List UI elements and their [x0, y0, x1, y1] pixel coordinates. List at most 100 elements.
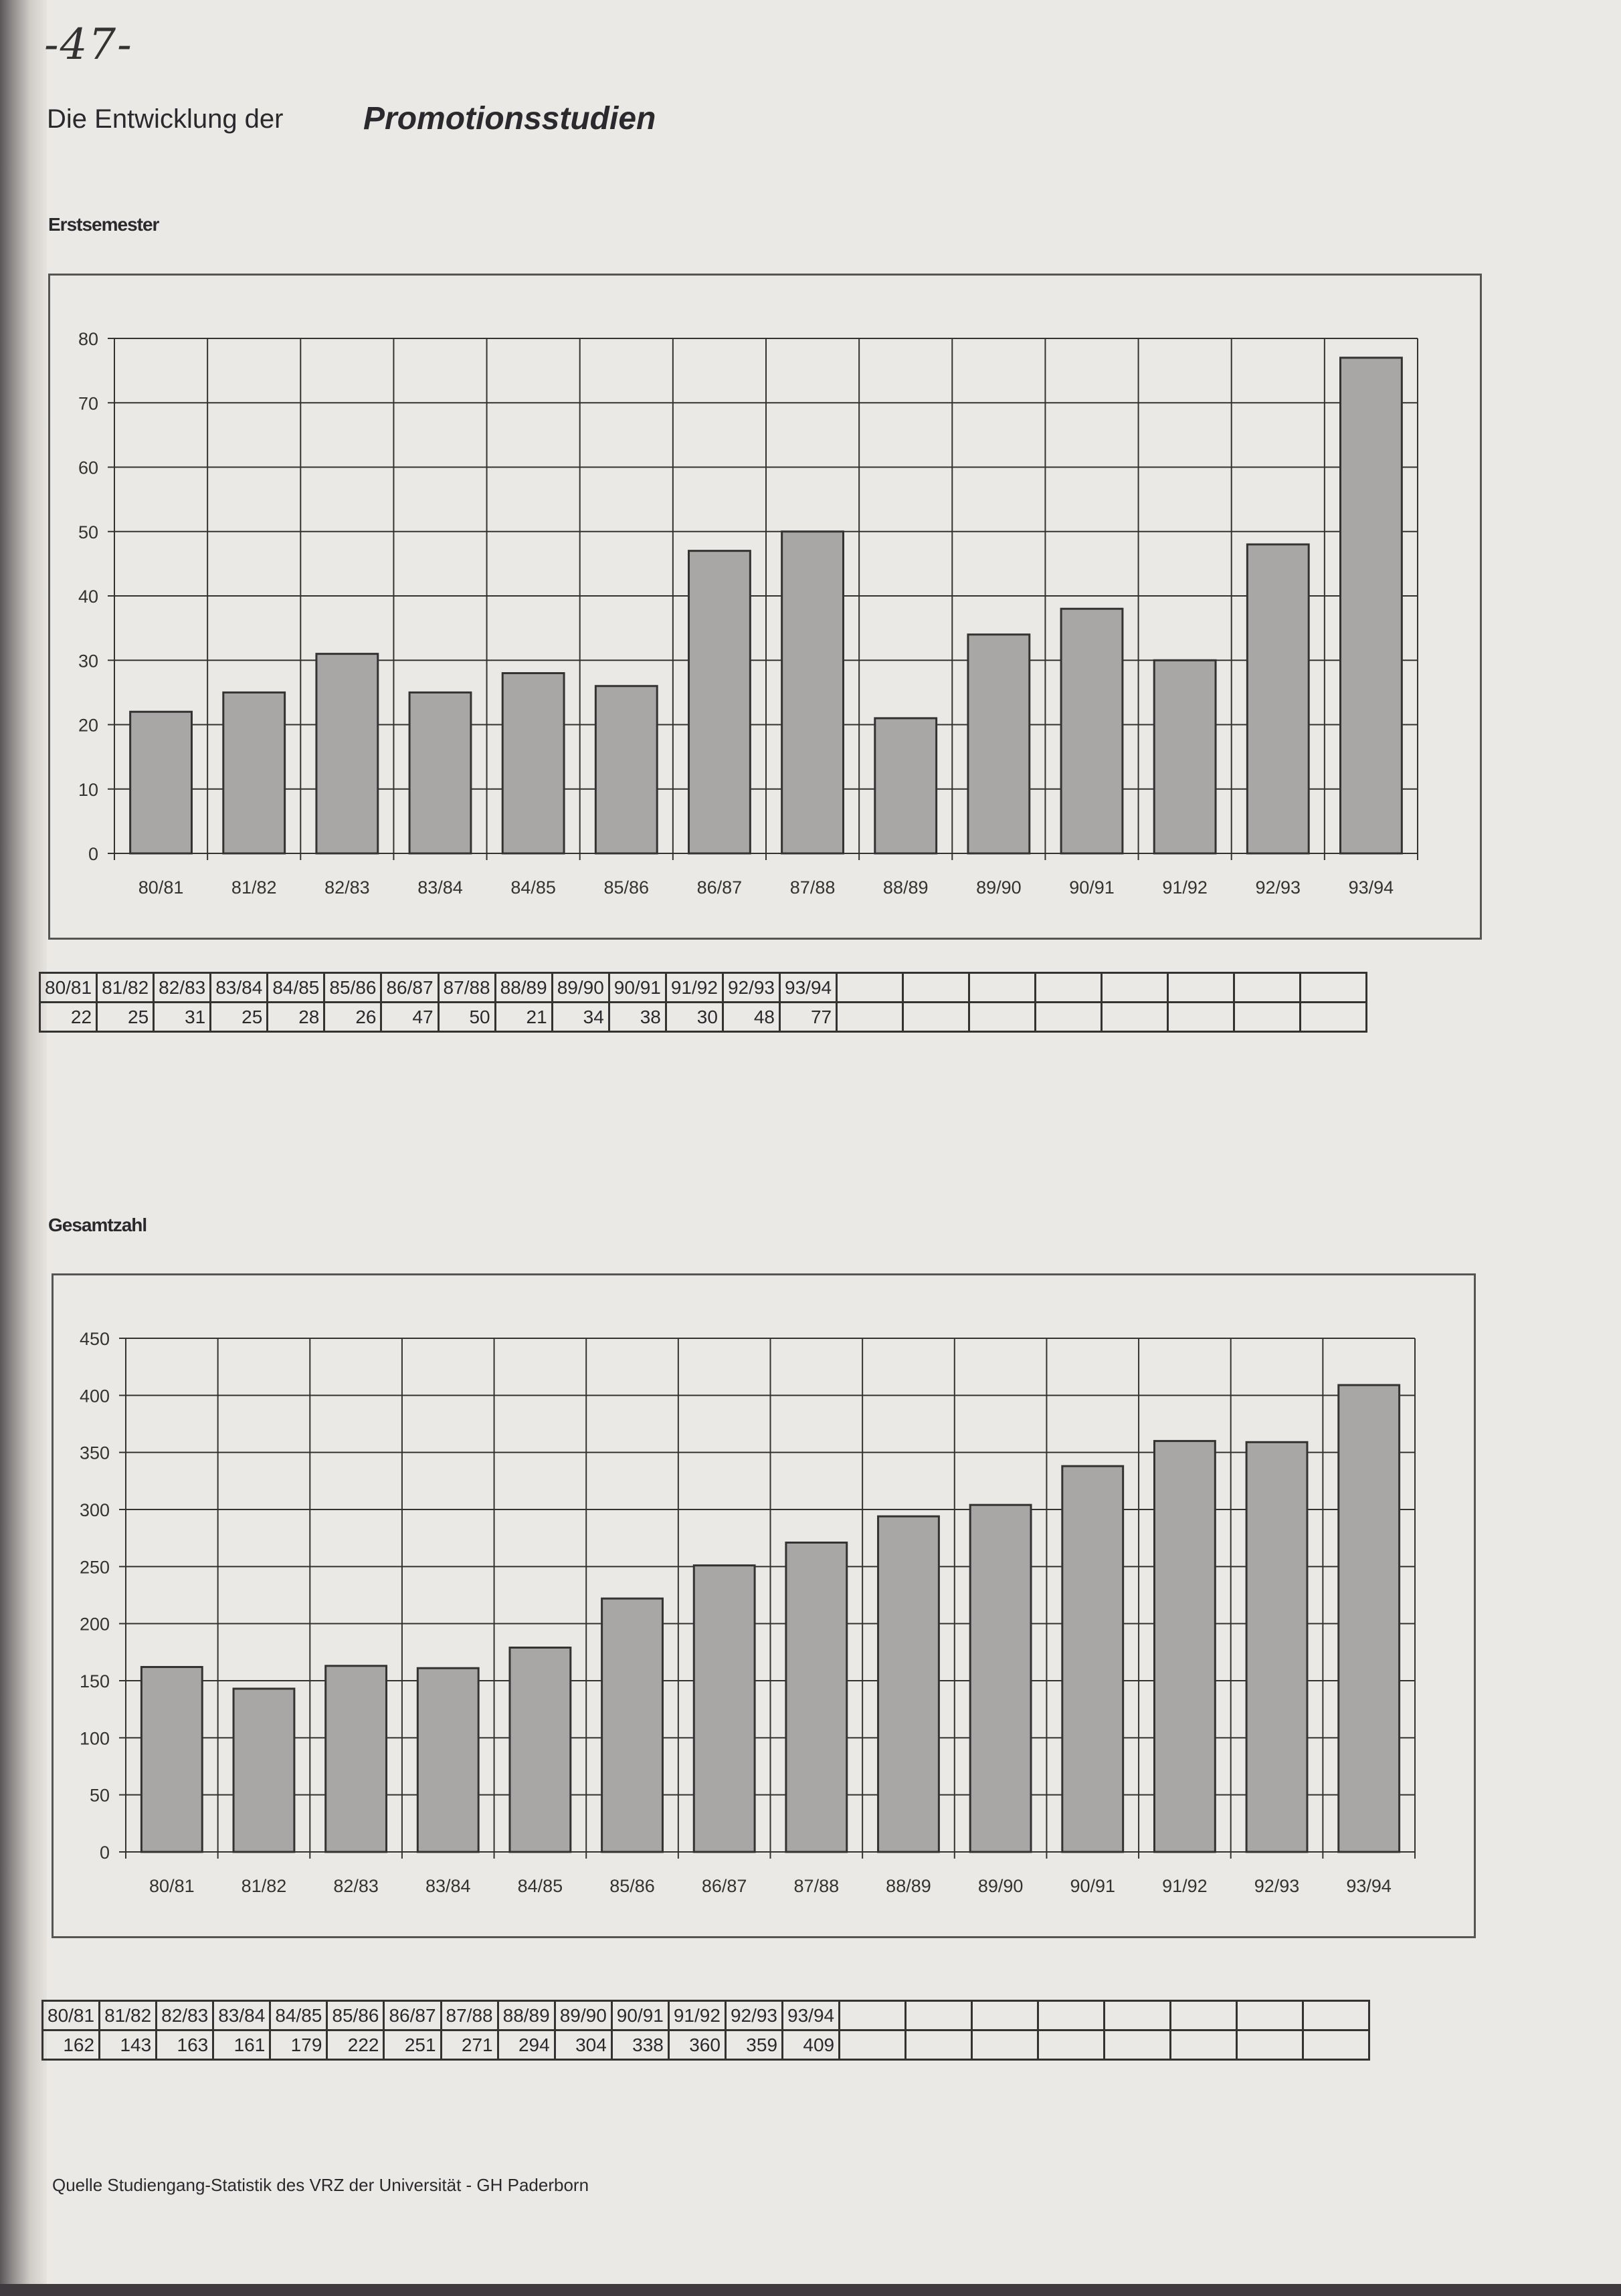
bar-89-90: [969, 1503, 1032, 1853]
table-value-cell: 161: [212, 2029, 272, 2061]
y-tick-label: 350: [80, 1443, 110, 1463]
chart-1-title: Erstsemester: [48, 214, 159, 235]
table-value-cell: 38: [607, 1001, 667, 1033]
table-empty-cell: [1167, 1001, 1236, 1033]
table-header-cell: 89/90: [551, 972, 610, 1003]
table-value-cell: 271: [440, 2029, 499, 2061]
table-empty-cell: [1037, 2000, 1106, 2031]
table-value-cell: 21: [494, 1001, 553, 1033]
table-empty-cell: [971, 2029, 1040, 2061]
x-tick-label: 90/91: [1070, 1876, 1115, 1896]
y-tick-label: 250: [80, 1557, 110, 1577]
x-tick-label: 83/84: [417, 877, 463, 898]
x-tick-label: 91/92: [1162, 877, 1208, 898]
chart-erstsemester: 0 10 20 30 40 50 60 70 80 80/81 81/82 82/83 83/84 84/…: [48, 274, 1482, 940]
table-header-cell: 91/92: [667, 2000, 727, 2031]
table-value-cell: 77: [779, 1001, 838, 1033]
table-value-cell: 251: [383, 2029, 442, 2061]
table-row: 22 25 31 25 28 26 47 50 21 34 38 30 48 77: [38, 1001, 1368, 1033]
table-value-cell: 304: [553, 2029, 613, 2061]
table-header-cell: 87/88: [437, 972, 496, 1003]
table-header-cell: 88/89: [496, 2000, 556, 2031]
x-tick-label: 84/85: [518, 1876, 563, 1896]
scan-bottom-edge: [0, 2284, 1621, 2296]
y-tick-label: 0: [88, 844, 98, 864]
table-value-cell: 179: [269, 2029, 328, 2061]
x-tick-label: 86/87: [697, 877, 743, 898]
table-value-cell: 28: [266, 1001, 326, 1033]
table-value-cell: 47: [380, 1001, 440, 1033]
table-empty-cell: [1103, 2000, 1172, 2031]
table-empty-cell: [838, 2029, 907, 2061]
table-header-cell: 80/81: [38, 972, 98, 1003]
x-tick-label: 92/93: [1254, 1876, 1300, 1896]
table-header-cell: 83/84: [212, 2000, 272, 2031]
page-title-prefix: Die Entwicklung der: [47, 104, 284, 134]
x-tick-label: 85/86: [603, 877, 649, 898]
x-tick-label: 81/82: [231, 877, 277, 898]
x-tick-label: 82/83: [333, 1876, 379, 1896]
bar-82-83: [315, 653, 379, 855]
table-empty-cell: [1169, 2029, 1238, 2061]
table-value-cell: 22: [38, 1001, 98, 1033]
bar-91-92: [1153, 659, 1217, 855]
table-value-cell: 360: [667, 2029, 727, 2061]
y-tick-label: 30: [78, 651, 98, 671]
table-header-cell: 92/93: [721, 972, 781, 1003]
table-empty-cell: [904, 2029, 973, 2061]
table-value-cell: 25: [96, 1001, 155, 1033]
table-header-cell: 82/83: [153, 972, 212, 1003]
x-tick-label: 89/90: [976, 877, 1022, 898]
bar-80-81: [140, 1666, 203, 1853]
table-value-cell: 26: [323, 1001, 383, 1033]
table-empty-cell: [1233, 1001, 1302, 1033]
x-tick-label: 83/84: [425, 1876, 471, 1896]
table-empty-cell: [902, 972, 971, 1003]
table-empty-cell: [1233, 972, 1302, 1003]
chart-2-title: Gesamtzahl: [48, 1215, 147, 1235]
table-value-cell: 359: [724, 2029, 784, 2061]
y-tick-label: 10: [78, 780, 98, 800]
table-header-cell: 83/84: [209, 972, 269, 1003]
y-tick-label: 200: [80, 1614, 110, 1635]
x-tick-label: 80/81: [138, 877, 184, 898]
table-value-cell: 222: [326, 2029, 385, 2061]
x-tick-label: 82/83: [324, 877, 370, 898]
y-tick-label: 70: [78, 393, 98, 413]
page-number: -47-: [44, 20, 133, 70]
bar-85-86: [601, 1597, 664, 1853]
bar-89-90: [967, 633, 1031, 855]
table-value-cell: 25: [209, 1001, 269, 1033]
table-header-cell: 88/89: [494, 972, 553, 1003]
table-empty-cell: [1167, 972, 1236, 1003]
bar-93-94: [1337, 1384, 1401, 1853]
table-header-cell: 80/81: [41, 2000, 101, 2031]
bar-91-92: [1153, 1440, 1216, 1853]
chart-frame: [52, 1273, 1476, 1938]
table-empty-cell: [1302, 2029, 1371, 2061]
table-empty-cell: [1236, 2000, 1305, 2031]
table-header-cell: 81/82: [96, 972, 155, 1003]
x-tick-label: 81/82: [242, 1876, 287, 1896]
table-erstsemester: 80/81 81/82 82/83 83/84 84/85 85/86 86/87 87/88…: [38, 972, 1368, 1033]
table-empty-cell: [838, 2000, 907, 2031]
table-header-cell: 86/87: [380, 972, 440, 1003]
x-tick-label: 87/88: [794, 1876, 840, 1896]
x-tick-label: 88/89: [886, 1876, 931, 1896]
table-empty-cell: [968, 1001, 1037, 1033]
bar-81-82: [232, 1687, 296, 1853]
table-empty-cell: [1101, 1001, 1169, 1033]
page-title-subject: Promotionsstudien: [363, 101, 656, 136]
bar-83-84: [408, 691, 472, 855]
table-header-cell: 86/87: [383, 2000, 442, 2031]
y-tick-label: 400: [80, 1386, 110, 1406]
table-header-cell: 84/85: [269, 2000, 328, 2031]
bar-90-91: [1060, 607, 1124, 855]
chart-gesamtzahl: 0 50 100 150 200 250 300 350 400 450 80/81 81/82 82/…: [52, 1273, 1476, 1938]
table-header-cell: 93/94: [781, 2000, 841, 2031]
y-tick-label: 80: [78, 329, 98, 349]
table-empty-cell: [1299, 972, 1368, 1003]
table-header-cell: 85/86: [323, 972, 383, 1003]
table-empty-cell: [1236, 2029, 1305, 2061]
x-tick-label: 90/91: [1069, 877, 1115, 898]
